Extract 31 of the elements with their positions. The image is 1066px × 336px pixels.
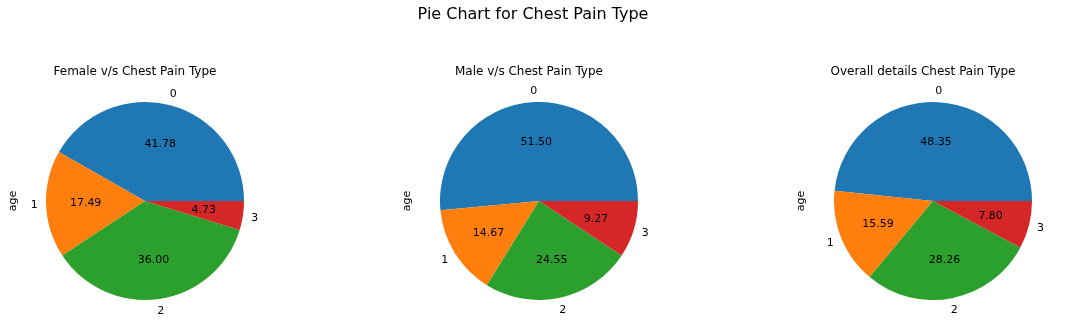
data-label: 4.73 (191, 203, 216, 217)
slice-label: 0 (530, 83, 538, 97)
text: age (399, 190, 413, 212)
data-label: 7.80 (978, 208, 1003, 222)
slice-label: 2 (157, 304, 165, 318)
data-label: 14.67 (472, 225, 505, 239)
slice-label: 0 (935, 83, 943, 97)
data-label: 24.55 (536, 252, 568, 266)
slice-label: 0 (169, 87, 177, 101)
chart-title: Male v/s Chest Pain Type (455, 64, 603, 78)
chart-title: Female v/s Chest Pain Type (53, 64, 217, 78)
text: age (793, 190, 807, 212)
data-label: 28.26 (928, 252, 961, 266)
slice-label: 3 (641, 226, 649, 240)
text: age (5, 190, 19, 212)
data-label: 17.49 (69, 196, 102, 210)
slice-label: 2 (950, 303, 958, 317)
slice-label: 1 (441, 252, 449, 266)
data-label: 51.50 (520, 135, 552, 149)
slice-label: 1 (30, 198, 38, 212)
data-label: 36.00 (137, 253, 170, 267)
text: Pie Chart for Chest Pain Type (416, 4, 650, 23)
data-label: 9.27 (583, 211, 609, 225)
slice-label: 3 (1037, 221, 1045, 235)
data-label: 48.35 (920, 135, 952, 149)
data-label: 41.78 (144, 137, 176, 151)
slice-label: 3 (251, 210, 259, 224)
slice-label: 2 (559, 302, 567, 316)
chart-title: Overall details Chest Pain Type (830, 64, 1016, 78)
data-label: 15.59 (862, 216, 894, 230)
slice-label: 1 (826, 236, 834, 250)
